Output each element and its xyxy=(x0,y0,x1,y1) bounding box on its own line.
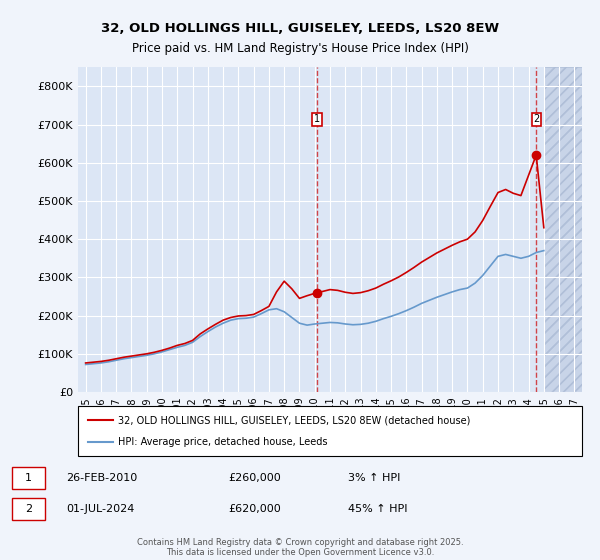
Text: 32, OLD HOLLINGS HILL, GUISELEY, LEEDS, LS20 8EW: 32, OLD HOLLINGS HILL, GUISELEY, LEEDS, … xyxy=(101,22,499,35)
Text: 01-JUL-2024: 01-JUL-2024 xyxy=(66,505,134,515)
FancyBboxPatch shape xyxy=(12,467,45,489)
Bar xyxy=(544,67,582,392)
Text: 1: 1 xyxy=(314,114,320,124)
Text: 3% ↑ HPI: 3% ↑ HPI xyxy=(348,473,400,483)
Text: 45% ↑ HPI: 45% ↑ HPI xyxy=(348,505,407,515)
Text: HPI: Average price, detached house, Leeds: HPI: Average price, detached house, Leed… xyxy=(118,437,328,447)
FancyBboxPatch shape xyxy=(78,406,582,456)
Text: Price paid vs. HM Land Registry's House Price Index (HPI): Price paid vs. HM Land Registry's House … xyxy=(131,42,469,55)
FancyBboxPatch shape xyxy=(12,498,45,520)
Text: 26-FEB-2010: 26-FEB-2010 xyxy=(66,473,137,483)
Text: £620,000: £620,000 xyxy=(228,505,281,515)
Text: 2: 2 xyxy=(25,505,32,515)
Bar xyxy=(544,67,582,392)
Text: 32, OLD HOLLINGS HILL, GUISELEY, LEEDS, LS20 8EW (detached house): 32, OLD HOLLINGS HILL, GUISELEY, LEEDS, … xyxy=(118,415,470,425)
Text: 1: 1 xyxy=(25,473,32,483)
Text: 2: 2 xyxy=(533,114,539,124)
Text: Contains HM Land Registry data © Crown copyright and database right 2025.
This d: Contains HM Land Registry data © Crown c… xyxy=(137,538,463,557)
Text: £260,000: £260,000 xyxy=(228,473,281,483)
